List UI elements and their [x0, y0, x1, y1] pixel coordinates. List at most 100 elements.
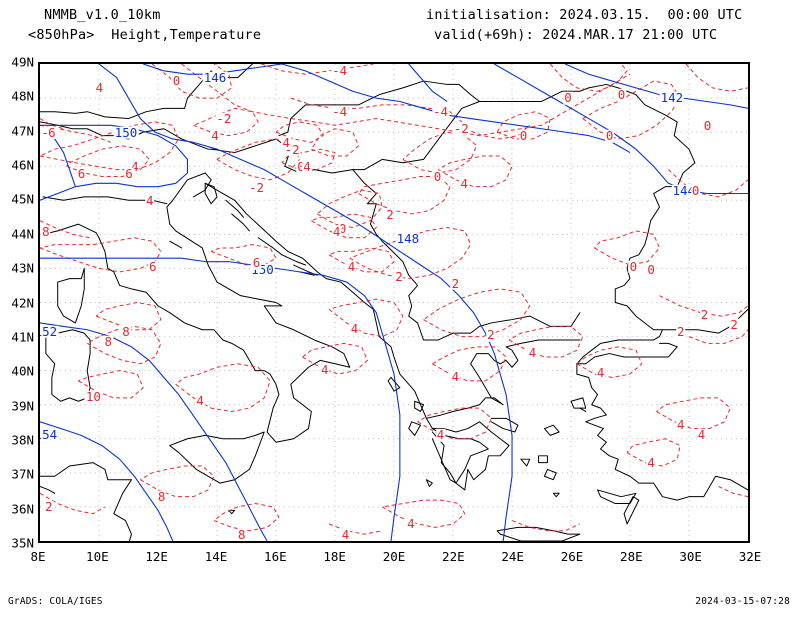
- contour-label-8: 8: [121, 323, 131, 339]
- contour-label-8: 8: [156, 488, 167, 504]
- y-tick-39N: 39N: [11, 398, 34, 414]
- coast-path: [210, 138, 581, 341]
- coast-path: [570, 397, 587, 409]
- x-tick-28E: 28E: [620, 549, 643, 564]
- height-path: [564, 64, 748, 109]
- contour-label-150: 150: [113, 124, 139, 140]
- x-tick-26E: 26E: [560, 549, 584, 564]
- temp-path: [432, 346, 507, 382]
- contour-label-4: 4: [527, 344, 538, 360]
- coast-path: [228, 509, 236, 515]
- contour-label-2: 2: [385, 206, 395, 222]
- x-tick-20E: 20E: [382, 549, 406, 564]
- contour-label-2: 2: [729, 316, 739, 332]
- contour-label-4: 4: [340, 526, 351, 542]
- coast-path: [552, 492, 560, 498]
- coast-path: [576, 329, 678, 365]
- y-tick-47N: 47N: [11, 123, 34, 139]
- contour-label-0: 0: [702, 117, 713, 133]
- render-timestamp: 2024-03-15-07:28: [695, 596, 790, 607]
- coast-path: [231, 213, 250, 232]
- contour-label-0: 0: [432, 169, 443, 185]
- contour-label-4: 4: [450, 368, 461, 384]
- height-path: [494, 64, 748, 195]
- contour-label-0: 0: [690, 182, 701, 198]
- x-tick-12E: 12E: [145, 549, 168, 564]
- temp-path: [175, 363, 271, 412]
- contour-label-4: 4: [210, 127, 220, 143]
- temp-path: [718, 486, 748, 498]
- x-tick-32E: 32E: [738, 549, 762, 564]
- coast-path: [431, 428, 489, 484]
- coast-path: [204, 182, 218, 205]
- temp-path: [511, 520, 581, 532]
- contour-label-8: 8: [41, 224, 51, 240]
- y-tick-38N: 38N: [11, 432, 34, 448]
- contour-label-4: 4: [646, 454, 656, 470]
- temp-path: [659, 295, 748, 317]
- temp-path: [464, 124, 531, 140]
- contour-label-4: 4: [595, 364, 606, 380]
- y-tick-49N: 49N: [11, 54, 34, 70]
- contour-label-4: 4: [696, 426, 707, 442]
- contour-label-0: 0: [337, 220, 348, 236]
- x-tick-24E: 24E: [501, 549, 524, 564]
- contour-label-0: 0: [604, 127, 615, 143]
- x-tick-18E: 18E: [323, 549, 346, 564]
- field-subtitle: <850hPa> Height,Temperature: [28, 27, 262, 43]
- coast-path: [169, 240, 183, 249]
- contour-label-6: 6: [76, 165, 87, 181]
- contour-label-4: 4: [349, 320, 360, 336]
- y-tick-36N: 36N: [11, 501, 34, 517]
- coast-path: [204, 182, 510, 491]
- height-path: [40, 322, 268, 541]
- contour-label-6: 6: [47, 124, 57, 140]
- contour-label-neg4: -4: [331, 62, 349, 78]
- coast-path: [425, 479, 433, 487]
- y-tick-35N: 35N: [11, 535, 34, 551]
- height-path: [408, 64, 448, 102]
- coast-path: [520, 458, 531, 467]
- temp-path: [275, 121, 324, 143]
- contour-label-neg2: -2: [452, 121, 470, 137]
- temp-path: [626, 438, 681, 467]
- contour-label-8: 8: [103, 334, 113, 350]
- height-path: [40, 257, 401, 541]
- height-path: [281, 64, 631, 154]
- contour-label-0: 0: [518, 127, 529, 143]
- coastline-layer: [40, 64, 748, 541]
- contour-label-148: 148: [395, 230, 421, 246]
- height-path: [40, 124, 189, 201]
- coast-path: [479, 83, 696, 164]
- contour-label-2: 2: [394, 268, 404, 284]
- y-tick-48N: 48N: [11, 88, 34, 104]
- contour-label-neg4: -4: [331, 103, 349, 119]
- temp-path: [496, 111, 551, 140]
- coast-path: [597, 489, 637, 505]
- contour-label-neg2: -2: [215, 110, 233, 126]
- coast-path: [496, 526, 581, 541]
- x-tick-10E: 10E: [86, 549, 109, 564]
- temp-path: [685, 64, 748, 92]
- y-tick-44N: 44N: [11, 226, 34, 242]
- coast-path: [490, 417, 519, 433]
- model-title: NMMB_v1.0_10km: [44, 7, 161, 23]
- contour-label-2: 2: [676, 323, 686, 339]
- valid-time: valid(+69h): 2024.MAR.17 21:00 UTC: [434, 27, 718, 43]
- temp-path: [40, 118, 64, 130]
- x-tick-8E: 8E: [30, 549, 46, 564]
- y-tick-43N: 43N: [11, 260, 34, 276]
- temp-path: [40, 124, 111, 143]
- coast-path: [387, 376, 401, 392]
- contour-label-4: 4: [459, 176, 469, 191]
- height-path: [40, 421, 174, 541]
- contour-label-152: 152: [40, 325, 59, 339]
- coast-path: [57, 267, 85, 324]
- coast-path: [623, 496, 640, 525]
- coast-path: [257, 237, 283, 256]
- height-path: [98, 64, 194, 143]
- temp-path: [668, 169, 748, 198]
- contour-label-6: 6: [251, 255, 262, 271]
- x-tick-14E: 14E: [204, 549, 228, 564]
- contour-label-0: 0: [563, 90, 573, 106]
